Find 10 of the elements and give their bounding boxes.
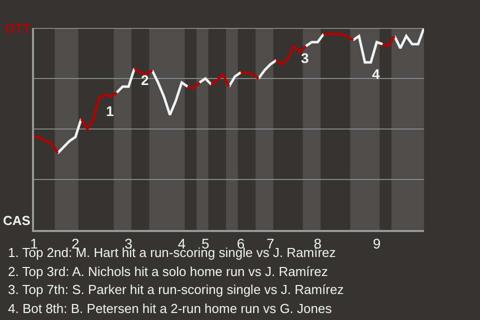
text: OTT [5,21,32,36]
annotation: 1 [106,103,114,119]
text: 3. Top 7th: S. Parker hit a run-scoring single vs J. Ramírez [8,282,344,297]
annotation: 3 [301,50,309,66]
text: 2. Top 3rd: A. Nichols hit a solo home run vs J. Ramírez [8,264,328,279]
annotation: 4 [372,66,380,82]
x-tick-label: 9 [372,236,381,252]
annotation: 2 [141,72,149,88]
text: 4. Bot 8th: B. Petersen hit a 2-run home run vs G. Jones [8,301,332,316]
text: CAS [3,213,31,228]
